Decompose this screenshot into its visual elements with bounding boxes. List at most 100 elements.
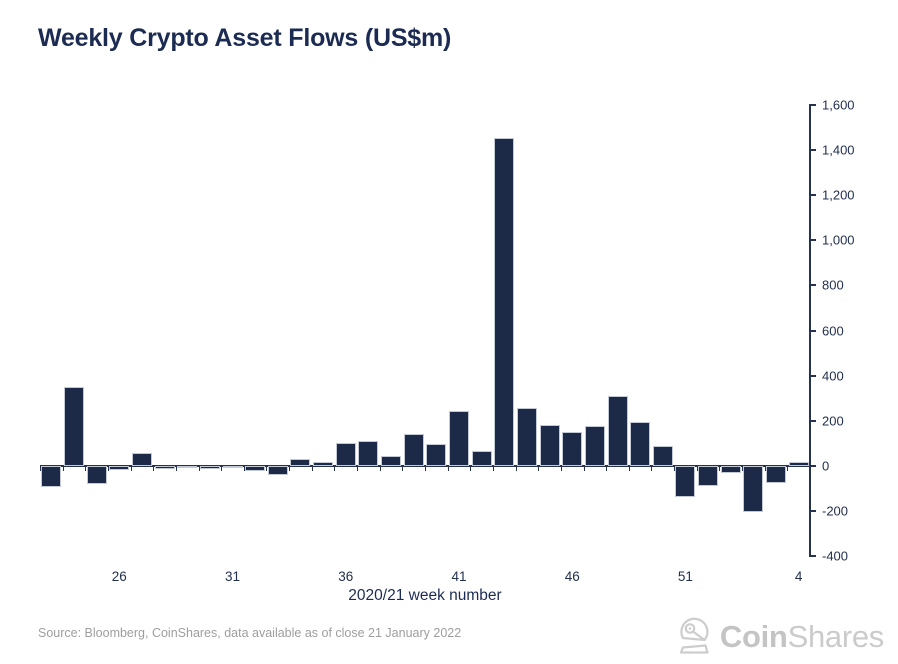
x-axis-minor-tick: [175, 465, 177, 471]
coinshares-logo: CoinShares: [678, 616, 884, 656]
y-axis-tick-label: 1,200: [822, 187, 855, 203]
x-axis-tick-label: 31: [224, 569, 241, 584]
bar-week-35: [313, 462, 334, 466]
bar-week-40: [426, 444, 447, 466]
bar-week-43: [494, 137, 515, 466]
x-axis-minor-tick: [289, 465, 291, 471]
bar-week-3: [766, 465, 787, 483]
x-axis-minor-tick: [606, 465, 608, 471]
x-axis-minor-tick: [470, 465, 472, 471]
bar-week-27: [131, 453, 152, 466]
astrolabe-icon: [679, 617, 709, 654]
y-axis-tick: [810, 239, 816, 242]
y-axis-tick: [810, 329, 816, 332]
x-axis-minor-tick: [243, 465, 245, 471]
bar-week-49: [630, 421, 651, 466]
y-axis-tick-label: 0: [822, 458, 830, 474]
x-axis-minor-tick: [62, 465, 64, 471]
chart-title: Weekly Crypto Asset Flows (US$m): [38, 24, 452, 52]
x-axis-minor-tick: [266, 465, 268, 471]
bar-week-29: [177, 465, 198, 468]
x-axis-minor-tick: [719, 465, 721, 471]
bar-week-42: [471, 451, 492, 466]
x-axis-minor-tick: [583, 465, 585, 471]
x-axis-tick-label: 26: [111, 569, 127, 584]
x-axis-tick-label: 41: [451, 569, 467, 584]
x-axis-minor-tick: [742, 465, 744, 471]
bar-week-32: [245, 465, 266, 472]
x-axis-minor-tick: [492, 465, 494, 471]
bar-week-50: [652, 445, 673, 466]
y-axis-tick: [810, 149, 816, 152]
x-axis-tick-label: 4: [794, 569, 803, 584]
y-axis-tick-label: 1,000: [822, 232, 855, 248]
bar-week-4: [788, 462, 809, 466]
bar-week-2: [743, 465, 764, 513]
bar-week-25: [86, 465, 107, 484]
x-axis-minor-tick: [538, 465, 540, 471]
x-axis-minor-tick: [787, 465, 789, 471]
bar-week-34: [290, 459, 311, 466]
x-axis-minor-tick: [764, 465, 766, 471]
x-axis-minor-tick: [334, 465, 336, 471]
bar-week-23: [41, 465, 62, 488]
x-axis-minor-tick: [107, 465, 109, 471]
bar-week-26: [109, 465, 130, 471]
bar-week-36: [335, 443, 356, 466]
y-axis-tick-label: 600: [822, 323, 844, 338]
x-axis-minor-tick: [198, 465, 200, 471]
bar-week-51: [675, 465, 696, 498]
coinshares-wordmark: CoinShares: [720, 621, 884, 652]
bar-week-38: [381, 455, 402, 466]
x-axis-minor-tick: [560, 465, 562, 471]
x-axis-tick-label: 51: [677, 569, 693, 584]
bar-week-24: [63, 386, 84, 466]
y-axis-tick: [810, 419, 816, 422]
logo-text-coin: Coin: [719, 618, 788, 654]
bar-week-52: [698, 465, 719, 487]
bar-week-1: [720, 465, 741, 473]
logo-text-shares: Shares: [787, 618, 885, 654]
x-axis-minor-tick: [379, 465, 381, 471]
x-axis-minor-tick: [153, 465, 155, 471]
y-axis-tick: [810, 555, 816, 557]
x-axis-minor-tick: [628, 465, 630, 471]
x-axis-minor-tick: [696, 465, 698, 471]
y-axis-tick: [810, 374, 816, 377]
y-axis-tick-label: 400: [822, 368, 844, 384]
bar-week-33: [267, 465, 288, 475]
bar-week-44: [516, 408, 537, 466]
x-axis-minor-tick: [357, 465, 359, 471]
x-axis-tick-label: 36: [338, 569, 354, 584]
x-axis-minor-tick: [40, 465, 41, 471]
y-axis-tick: [810, 194, 816, 197]
y-axis-tick-label: -200: [822, 503, 849, 519]
x-axis-tick-label: 46: [564, 569, 580, 584]
bar-week-31: [222, 465, 243, 468]
x-axis-minor-tick: [674, 465, 676, 471]
x-axis-minor-tick: [425, 465, 426, 471]
y-axis-tick-label: 1,400: [822, 142, 855, 158]
x-axis-title: 2020/21 week number: [348, 587, 502, 604]
bar-week-39: [403, 434, 424, 466]
bar-week-45: [539, 425, 560, 466]
bar-week-46: [562, 431, 583, 466]
bar-week-47: [584, 426, 605, 466]
y-axis-tick-label: 800: [822, 277, 844, 293]
bar-week-48: [607, 395, 628, 466]
x-axis-minor-tick: [221, 465, 223, 471]
y-axis-tick: [810, 104, 816, 106]
y-axis-tick: [810, 284, 816, 287]
x-axis-minor-tick: [85, 465, 87, 471]
plot-area: 1,600 1,400 1,200 1,000 800 600 400 200 0 -200 -40…: [40, 98, 855, 584]
y-axis-tick-label: 200: [822, 413, 844, 429]
x-axis-minor-tick: [651, 465, 653, 471]
bar-week-30: [199, 465, 220, 469]
bar-week-41: [448, 410, 469, 466]
x-axis-minor-tick: [130, 465, 132, 471]
y-axis-tick-label: -400: [822, 548, 849, 564]
bar-week-37: [358, 440, 379, 466]
bar-week-28: [154, 465, 175, 470]
y-axis-tick: [810, 464, 816, 467]
